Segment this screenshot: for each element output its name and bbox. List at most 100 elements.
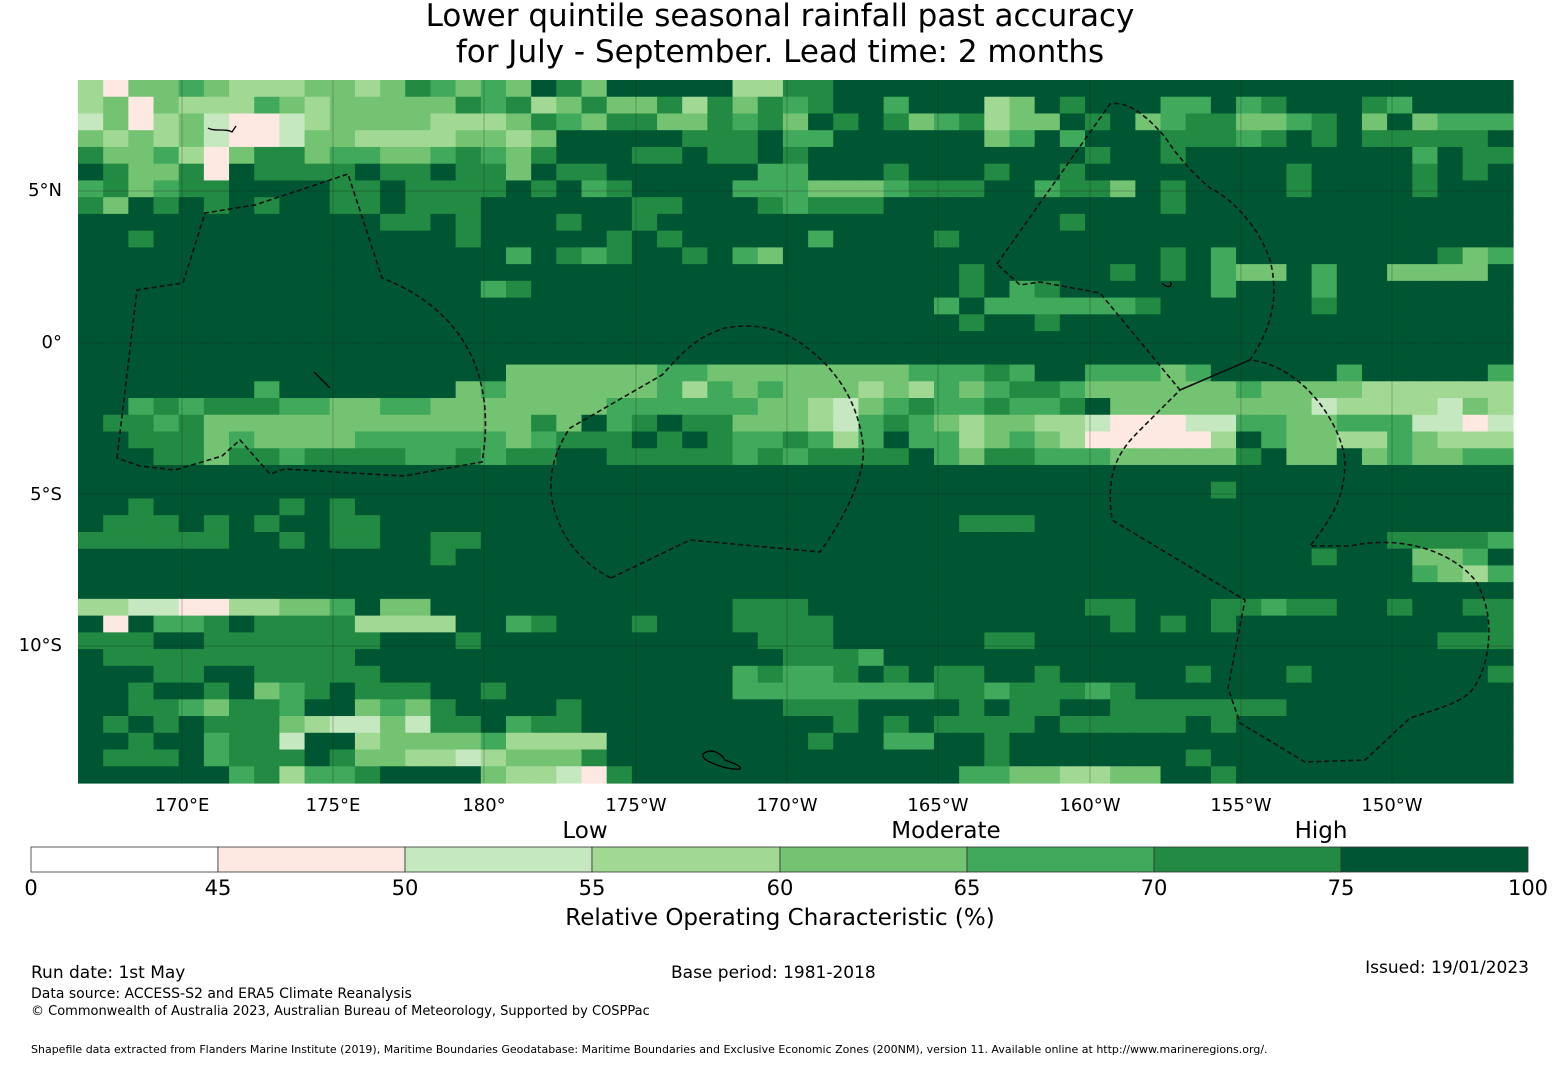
grid-cell: [959, 498, 985, 516]
grid-cell: [657, 230, 683, 248]
grid-cell: [103, 565, 129, 583]
lon-label-170e: 170°E: [154, 795, 210, 816]
grid-cell: [1185, 699, 1212, 717]
grid-cell: [103, 515, 129, 533]
grid-cell: [782, 180, 809, 198]
grid-cell: [203, 247, 230, 265]
grid-cell: [229, 716, 255, 734]
grid-cell: [505, 80, 532, 98]
grid-cell: [732, 264, 759, 282]
grid-cell: [153, 347, 180, 366]
grid-cell: [808, 398, 834, 416]
grid-cell: [1487, 264, 1514, 282]
grid-cell: [883, 632, 910, 650]
grid-cell: [505, 113, 532, 131]
grid-cell: [808, 481, 834, 500]
grid-cell: [959, 431, 985, 449]
grid-cell: [128, 598, 155, 617]
grid-cell: [959, 96, 985, 115]
grid-cell: [732, 615, 759, 633]
grid-cell: [1487, 247, 1514, 265]
grid-cell: [1085, 130, 1111, 148]
grid-cell: [103, 716, 129, 734]
grid-cell: [1160, 766, 1187, 784]
grid-cell: [1160, 565, 1187, 583]
grid-cell: [682, 515, 708, 533]
grid-cell: [480, 665, 507, 684]
grid-cell: [1487, 398, 1514, 416]
grid-cell: [682, 213, 708, 232]
grid-cell: [657, 414, 683, 433]
grid-cell: [782, 398, 809, 416]
grid-cell: [959, 398, 985, 416]
grid-cell: [657, 431, 683, 449]
grid-cell: [858, 130, 885, 148]
grid-cell: [203, 699, 230, 717]
grid-cell: [1236, 548, 1262, 567]
grid-cell: [1311, 113, 1338, 131]
grid-cell: [833, 280, 860, 299]
grid-cell: [254, 682, 281, 700]
grid-cell: [304, 96, 331, 115]
grid-cell: [1462, 682, 1489, 700]
grid-cell: [1236, 699, 1262, 717]
grid-cell: [153, 80, 180, 98]
grid-cell: [254, 331, 281, 349]
grid-cell: [304, 649, 331, 667]
grid-cell: [178, 113, 205, 131]
grid-cell: [858, 398, 885, 416]
grid-cell: [430, 448, 457, 466]
grid-cell: [1437, 113, 1464, 131]
grid-cell: [329, 598, 356, 617]
grid-cell: [1487, 565, 1514, 583]
grid-cell: [505, 632, 532, 650]
grid-cell: [959, 113, 985, 131]
grid-cell: [1412, 665, 1439, 684]
grid-cell: [1160, 314, 1187, 332]
grid-cell: [581, 431, 608, 449]
grid-cell: [103, 582, 129, 600]
grid-cell: [1487, 464, 1514, 483]
grid-cell: [430, 130, 457, 148]
grid-cell: [1135, 716, 1162, 734]
grid-cell: [833, 732, 860, 751]
grid-cell: [480, 146, 507, 165]
grid-cell: [1387, 431, 1413, 449]
grid-cell: [1034, 414, 1061, 433]
grid-cell: [908, 682, 935, 700]
grid-cell: [405, 113, 432, 131]
grid-cell: [203, 80, 230, 98]
grid-cell: [782, 682, 809, 700]
grid-cell: [707, 113, 734, 131]
grid-cell: [732, 331, 759, 349]
grid-cell: [808, 766, 834, 784]
grid-cell: [606, 749, 633, 767]
grid-cell: [1361, 297, 1388, 315]
grid-cell: [581, 531, 608, 550]
grid-cell: [178, 130, 205, 148]
grid-cell: [984, 197, 1011, 215]
grid-cell: [782, 699, 809, 717]
grid-cell: [1236, 130, 1262, 148]
grid-cell: [657, 197, 683, 215]
grid-cell: [933, 398, 960, 416]
grid-cell: [254, 146, 281, 165]
grid-cell: [1261, 515, 1288, 533]
grid-cell: [1412, 732, 1439, 751]
grid-cell: [1236, 732, 1262, 751]
grid-cell: [254, 749, 281, 767]
grid-cell: [556, 146, 583, 165]
grid-cell: [78, 180, 104, 198]
grid-cell: [455, 649, 482, 667]
grid-cell: [455, 113, 482, 131]
grid-cell: [581, 665, 608, 684]
grid-cell: [505, 665, 532, 684]
grid-cell: [254, 213, 281, 232]
grid-cell: [203, 682, 230, 700]
grid-cell: [782, 314, 809, 332]
grid-cell: [1185, 146, 1212, 165]
grid-cell: [304, 347, 331, 366]
grid-cell: [1135, 498, 1162, 516]
grid-cell: [1185, 682, 1212, 700]
grid-cell: [430, 431, 457, 449]
